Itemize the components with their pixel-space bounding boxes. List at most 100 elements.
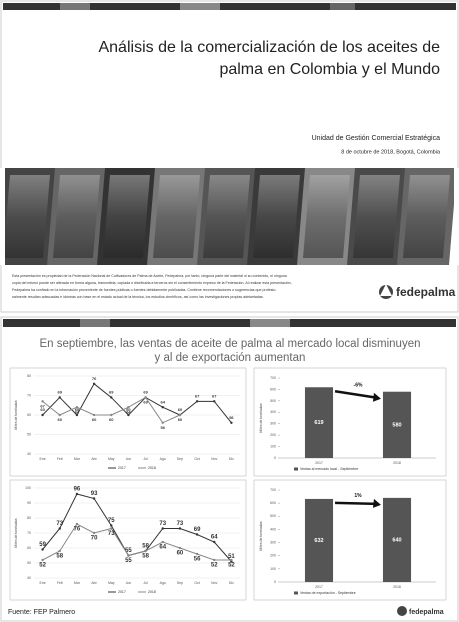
data-label: 58	[56, 554, 63, 560]
chart-frame	[253, 367, 447, 477]
point	[58, 396, 61, 399]
x-tick-label: Jul	[143, 581, 148, 585]
y-tick-label: 70	[27, 531, 31, 535]
y-axis-title: Miles de toneladas	[259, 521, 263, 550]
x-tick-label: Dic	[229, 457, 234, 461]
data-label: 56	[229, 415, 234, 420]
x-tick-label: Ago	[160, 457, 166, 461]
data-label: 60	[40, 407, 45, 412]
data-label: 60	[177, 551, 184, 557]
point	[161, 527, 164, 530]
x-tick-label: Mar	[74, 581, 81, 585]
data-label: 76	[92, 376, 97, 381]
point	[92, 413, 96, 417]
data-label: 58	[142, 544, 149, 550]
legend-label: 2018	[148, 466, 156, 470]
point	[92, 497, 96, 500]
slide-title: y al de exportación aumentan	[155, 352, 306, 364]
y-tick-label: 60	[27, 413, 31, 417]
data-label: 73	[56, 521, 63, 527]
y-axis-title: Miles de toneladas	[259, 403, 263, 432]
y-tick-label: 50	[27, 561, 31, 565]
data-label: 60	[75, 407, 80, 412]
point	[110, 396, 113, 399]
x-tick-label: Oct	[194, 581, 199, 585]
point	[110, 413, 113, 417]
point	[230, 558, 233, 562]
photo-shade	[153, 175, 200, 258]
data-label: 60	[58, 417, 63, 422]
point	[58, 549, 61, 553]
logo-text: fedepalma	[409, 609, 444, 616]
x-tick-label: Sep	[177, 581, 183, 585]
disclaimer-line: copia del mismo puede ser alterada en fo…	[12, 281, 292, 285]
photo-shade	[3, 175, 50, 258]
data-label: 60	[109, 417, 114, 422]
annotation: -6%	[354, 383, 363, 389]
bar	[304, 387, 334, 458]
y-tick-label: 80	[27, 516, 31, 520]
point	[75, 406, 79, 409]
disclaimer: Esta presentación es propiedad de la Fed…	[12, 274, 292, 299]
x-tick-label: Dic	[229, 581, 234, 585]
y-tick-label: 700	[270, 376, 276, 380]
chart-frame	[253, 479, 447, 601]
data-label: 67	[212, 393, 217, 398]
y-tick-label: 400	[270, 527, 276, 531]
disclaimer-line: nalmente resultan adecuadas e idóneas co…	[12, 295, 264, 299]
data-label: 75	[108, 518, 115, 524]
trend-arrow	[335, 501, 377, 506]
legend-label: Ventas de exportación - Septiembre	[300, 591, 356, 595]
data-label: 64	[75, 409, 80, 414]
point	[41, 413, 44, 417]
point	[161, 540, 164, 544]
x-tick-label: 2018	[393, 585, 401, 589]
data-label: 640	[392, 537, 401, 543]
logo: fedepalma	[379, 284, 456, 299]
y-tick-label: 100	[270, 567, 276, 571]
y-tick-label: 40	[27, 576, 31, 580]
point	[41, 558, 44, 562]
point	[195, 533, 199, 536]
y-tick-label: 70	[27, 393, 31, 397]
x-tick-label: Feb	[57, 581, 63, 585]
legend-swatch	[294, 591, 298, 595]
annotation: 1%	[354, 493, 362, 499]
logo-text: fedepalma	[396, 285, 456, 299]
bar	[382, 497, 412, 582]
top-stripe	[3, 3, 456, 10]
y-tick-label: 600	[270, 387, 276, 391]
point	[75, 522, 79, 526]
data-label: 51	[228, 554, 235, 560]
data-label: 59	[39, 542, 46, 548]
point	[178, 527, 182, 530]
x-tick-label: Ene	[39, 457, 45, 461]
y-tick-label: 100	[25, 486, 31, 490]
data-label: 69	[109, 390, 114, 395]
photo-edge	[454, 168, 459, 265]
series-line	[42, 523, 232, 561]
point	[230, 421, 233, 424]
data-label: 60	[178, 407, 183, 412]
legend-label: Ventas al mercado local - Septiembre	[300, 467, 358, 471]
bar	[304, 498, 334, 582]
y-tick-label: 0	[274, 580, 276, 584]
chart: Miles de toneladas 0 100 200 300 400 500 600 700…	[253, 479, 447, 601]
data-label: 60	[126, 407, 131, 412]
x-tick-label: 2017	[315, 585, 323, 589]
data-label: 60	[178, 417, 183, 422]
y-tick-label: 50	[27, 432, 31, 436]
x-tick-label: Feb	[57, 457, 63, 461]
photo-shade	[303, 175, 350, 258]
data-label: 67	[195, 393, 200, 398]
data-label: 55	[125, 548, 132, 554]
x-tick-label: Jun	[126, 457, 132, 461]
disclaimer-line: Esta presentación es propiedad de la Fed…	[12, 274, 287, 278]
data-label: 58	[142, 554, 149, 560]
data-label: 96	[74, 487, 81, 493]
y-tick-label: 400	[270, 410, 276, 414]
chart: Miles de toneladas 40 50 60 70 80 90 100 Ene Feb M…	[9, 479, 247, 601]
y-tick-label: 300	[270, 422, 276, 426]
point	[110, 527, 113, 530]
